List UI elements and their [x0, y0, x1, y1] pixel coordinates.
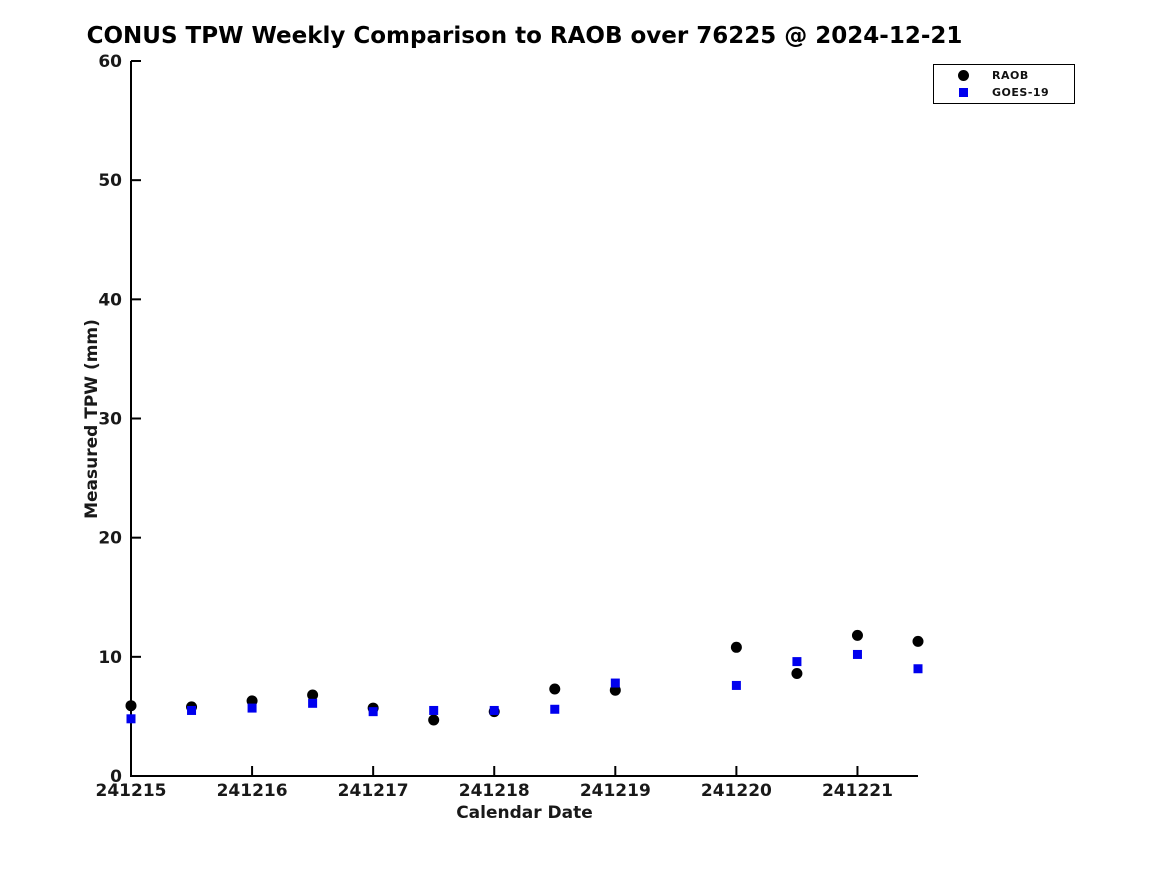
x-tick-label: 241221 — [822, 781, 893, 801]
chart-title: CONUS TPW Weekly Comparison to RAOB over… — [86, 23, 963, 49]
x-tick-label: 241215 — [96, 781, 167, 801]
goes19-square-icon — [958, 88, 968, 97]
raob-data-point — [549, 683, 561, 695]
raob-data-point — [125, 700, 137, 712]
goes-19-data-point — [308, 698, 318, 708]
x-tick-label: 241219 — [580, 781, 651, 801]
x-tick-label: 241216 — [217, 781, 288, 801]
legend: RAOB GOES-19 — [933, 64, 1075, 104]
axis-spines — [130, 61, 918, 777]
y-tick-label: 40 — [98, 290, 122, 310]
goes-19-data-point — [126, 714, 136, 724]
goes-19-data-point — [187, 705, 197, 715]
x-tick-label: 241220 — [701, 781, 772, 801]
raob-circle-icon — [957, 70, 969, 81]
raob-data-point — [851, 629, 863, 641]
goes-19-data-point — [792, 657, 802, 667]
raob-data-point — [307, 689, 319, 701]
goes-19-data-point — [368, 707, 378, 717]
legend-label-goes19: GOES-19 — [992, 86, 1050, 99]
y-tick-label: 50 — [98, 171, 122, 191]
goes-19-data-point — [429, 705, 439, 715]
x-axis-label: Calendar Date — [456, 803, 593, 823]
goes-19-data-point — [550, 704, 560, 714]
y-tick-label: 20 — [98, 529, 122, 549]
goes-19-data-point — [247, 703, 257, 713]
legend-label-raob: RAOB — [992, 69, 1029, 82]
legend-entry-raob: RAOB — [934, 67, 1074, 84]
goes-19-data-point — [731, 680, 741, 690]
raob-data-point — [791, 668, 803, 680]
goes-19-data-point — [913, 664, 923, 674]
raob-data-point — [730, 641, 742, 653]
y-tick-label: 60 — [98, 52, 122, 72]
x-tick-label: 241217 — [338, 781, 409, 801]
goes-19-data-point — [852, 649, 862, 659]
goes-19-data-point — [489, 705, 499, 715]
raob-data-point — [912, 635, 924, 647]
x-tick-label: 241218 — [459, 781, 530, 801]
legend-entry-goes19: GOES-19 — [934, 84, 1074, 101]
y-tick-label: 30 — [98, 410, 122, 430]
goes-19-data-point — [610, 678, 620, 688]
raob-data-point — [428, 714, 440, 726]
y-tick-label: 0 — [110, 767, 122, 787]
y-tick-label: 10 — [98, 648, 122, 668]
